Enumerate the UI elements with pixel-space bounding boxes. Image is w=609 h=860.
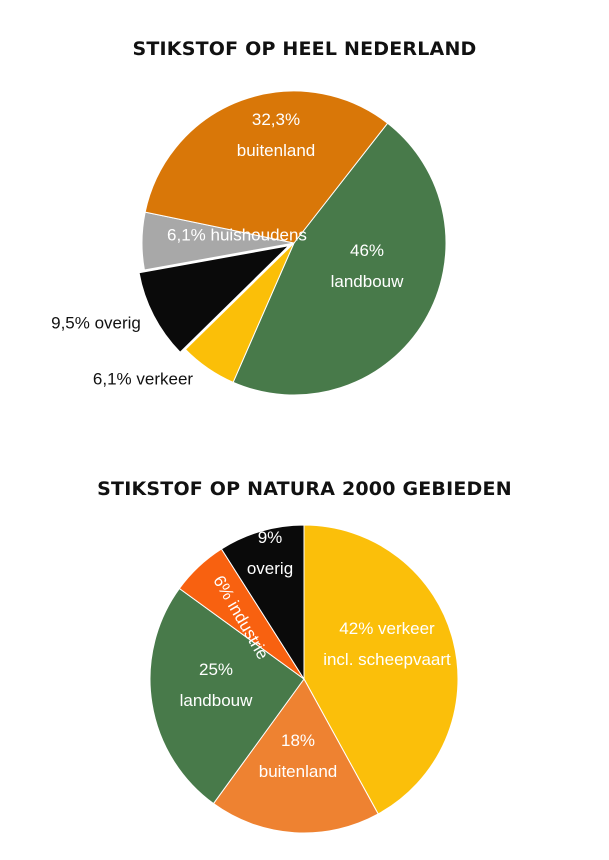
slice-label: 25% landbouw xyxy=(180,660,254,710)
pie-slice xyxy=(144,90,389,244)
slice-label: 9% overig xyxy=(247,528,293,578)
slice-label: 6,1% huishoudens xyxy=(167,225,307,244)
chart-title: STIKSTOF OP NATURA 2000 GEBIEDEN xyxy=(97,478,512,500)
pie-slice xyxy=(303,524,459,815)
pie-chart-nederland: STIKSTOF OP HEEL NEDERLAND 46% landbouw 6,… xyxy=(51,38,477,396)
pie-svg: 46% landbouw 6,1% verkeer 9,5% overig 6,1% h… xyxy=(51,90,447,396)
pie-slice xyxy=(232,122,447,396)
pie-slice xyxy=(212,678,379,834)
pie-slice xyxy=(149,587,305,805)
slice-label: 32,3% buitenland xyxy=(237,110,315,160)
slice-label: 42% verkeer incl. scheepvaart xyxy=(323,619,451,669)
slice-label: 6,1% verkeer xyxy=(93,369,193,388)
pie-chart-natura-2000: STIKSTOF OP NATURA 2000 GEBIEDEN 42% ver… xyxy=(0,430,609,860)
chart-title: STIKSTOF OP HEEL NEDERLAND xyxy=(132,38,477,60)
pie-slice xyxy=(138,244,291,353)
slice-label: 18% buitenland xyxy=(259,731,337,781)
pie-slice xyxy=(220,524,305,681)
pie-svg: 42% verkeer incl. scheepvaart 18% buitenlan… xyxy=(149,524,459,834)
slice-label: 46% landbouw xyxy=(331,241,405,291)
pie-slice xyxy=(184,242,295,383)
slice-label: 9,5% overig xyxy=(51,313,141,332)
